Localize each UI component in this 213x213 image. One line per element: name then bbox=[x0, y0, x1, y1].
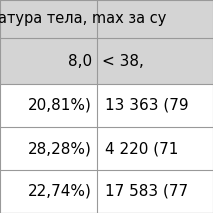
Text: 13 363 (79: 13 363 (79 bbox=[105, 98, 189, 113]
Bar bbox=[0, 170, 213, 213]
Bar bbox=[0, 84, 213, 127]
Text: 4 220 (71: 4 220 (71 bbox=[105, 141, 178, 156]
Text: 17 583 (77: 17 583 (77 bbox=[105, 184, 188, 199]
Text: < 38,: < 38, bbox=[102, 53, 144, 69]
Text: 22,74%): 22,74%) bbox=[28, 184, 92, 199]
Bar bbox=[0, 38, 213, 84]
Text: атура тела, max за су: атура тела, max за су bbox=[0, 12, 166, 26]
Text: 20,81%): 20,81%) bbox=[28, 98, 92, 113]
Bar bbox=[0, 0, 213, 38]
Text: 8,0: 8,0 bbox=[68, 53, 92, 69]
Text: 28,28%): 28,28%) bbox=[28, 141, 92, 156]
Bar bbox=[0, 127, 213, 170]
